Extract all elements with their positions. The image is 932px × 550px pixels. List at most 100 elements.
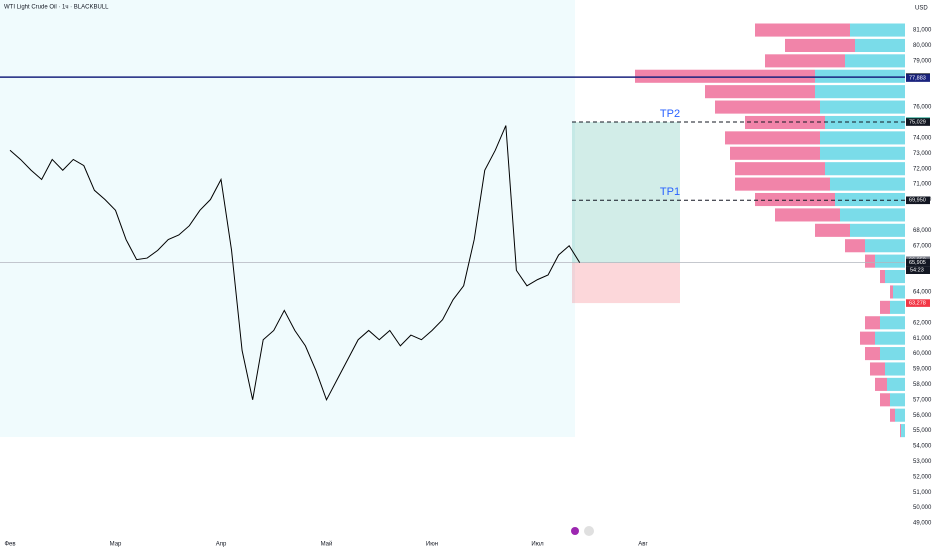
y-tick-label: 60,000 — [913, 351, 932, 357]
volume-up — [815, 69, 905, 83]
volume-up — [895, 408, 905, 422]
volume-up — [815, 85, 905, 99]
volume-down — [765, 54, 845, 68]
x-tick-label: Май — [321, 541, 333, 548]
volume-up — [887, 377, 905, 391]
volume-up — [885, 270, 905, 284]
volume-down — [880, 270, 885, 284]
volume-up — [850, 23, 905, 37]
volume-down — [730, 146, 820, 160]
currency: USD — [915, 6, 928, 12]
y-tick-label: 57,000 — [913, 397, 932, 403]
y-tick-label: 49,000 — [913, 521, 932, 527]
volume-down — [870, 362, 885, 376]
y-tick-label: 79,000 — [913, 58, 932, 64]
y-tick-label: 50,000 — [913, 505, 932, 511]
volume-up — [885, 362, 905, 376]
price-label: 75,029 — [909, 119, 926, 125]
price-label-box — [906, 118, 930, 126]
y-tick-label: 81,000 — [913, 28, 932, 34]
volume-down — [755, 192, 835, 207]
volume-up — [875, 254, 905, 268]
volume-down — [880, 393, 890, 407]
volume-up — [875, 331, 905, 345]
volume-down — [735, 177, 830, 191]
volume-up — [865, 239, 905, 253]
volume-up — [890, 393, 905, 407]
price-label-box — [906, 74, 930, 82]
x-tick-label: Фев — [4, 542, 15, 548]
icons — [571, 526, 594, 536]
price-label: 63,278 — [909, 301, 926, 307]
volume-up — [893, 285, 905, 299]
volume-down — [880, 300, 890, 314]
y-tick-label: 58,000 — [913, 382, 932, 388]
volume-up — [840, 208, 905, 222]
y-tick-label: 55,000 — [913, 428, 932, 434]
volume-up — [825, 115, 905, 130]
volume-down — [890, 408, 895, 422]
y-tick-label: 51,000 — [913, 490, 932, 496]
volume-up — [830, 177, 905, 191]
x-tick-label: Июн — [426, 542, 438, 548]
volume-down — [735, 162, 825, 176]
chart-title: WTI Light Crude Oil · 1ч · BLACKBULL — [4, 5, 109, 11]
volume-up — [820, 131, 905, 145]
y-tick-label: 74,000 — [913, 135, 932, 141]
y-tick-label: 53,000 — [913, 459, 932, 465]
volume-down — [890, 285, 893, 299]
take-profit-zone — [572, 122, 680, 263]
x-tick-label: Мар — [110, 542, 122, 548]
x-tick-label: Авг — [638, 542, 648, 548]
price-label: 65,905 — [909, 260, 926, 266]
countdown: 54:23 — [910, 268, 924, 274]
y-tick-label: 76,000 — [913, 105, 932, 111]
y-tick-label: 61,000 — [913, 336, 932, 342]
volume-down — [755, 23, 850, 37]
price-label: 69,950 — [909, 198, 926, 204]
price-series — [9, 125, 581, 402]
volume-up — [850, 223, 905, 237]
y-tick-label: 72,000 — [913, 166, 932, 172]
volume-up — [890, 300, 905, 314]
price-label: 77,883 — [909, 76, 926, 82]
y-tick-label: 67,000 — [913, 243, 932, 249]
y-tick-label: 54,000 — [913, 444, 932, 450]
y-tick-label: 59,000 — [913, 367, 932, 373]
x-tick-label: Апр — [216, 542, 227, 548]
price-label-box — [906, 196, 930, 205]
volume-down — [845, 239, 865, 253]
volume-up — [820, 146, 905, 160]
volume-down — [865, 254, 875, 268]
volume-up — [820, 100, 905, 114]
annotation: TP2 — [660, 108, 680, 120]
price-label-box — [906, 258, 930, 267]
volume-down — [815, 223, 850, 237]
volume-up — [855, 38, 905, 52]
volume-down — [725, 131, 820, 145]
y-tick-label: 64,000 — [913, 290, 932, 296]
session-background — [0, 0, 575, 437]
volume-down — [860, 331, 875, 345]
volume-down — [900, 424, 901, 438]
volume-down — [865, 316, 880, 330]
volume-down — [635, 69, 815, 83]
y-tick-label: 68,000 — [913, 228, 932, 234]
volume-up — [880, 316, 905, 330]
volume-down — [705, 85, 815, 99]
volume-up — [845, 54, 905, 68]
volume-down — [875, 377, 887, 391]
stop-loss-zone — [572, 262, 680, 304]
y-tick-label: 80,000 — [913, 43, 932, 49]
annotation: TP1 — [660, 186, 680, 198]
volume-down — [715, 100, 820, 114]
countdown-box — [906, 266, 930, 275]
y-tick-label: 73,000 — [913, 151, 932, 157]
volume-down — [785, 38, 855, 52]
x-tick-label: Июл — [531, 542, 544, 548]
y-tick-label: 52,000 — [913, 474, 932, 480]
volume-up — [825, 162, 905, 176]
volume-up — [901, 424, 905, 438]
volume-up — [835, 192, 905, 207]
